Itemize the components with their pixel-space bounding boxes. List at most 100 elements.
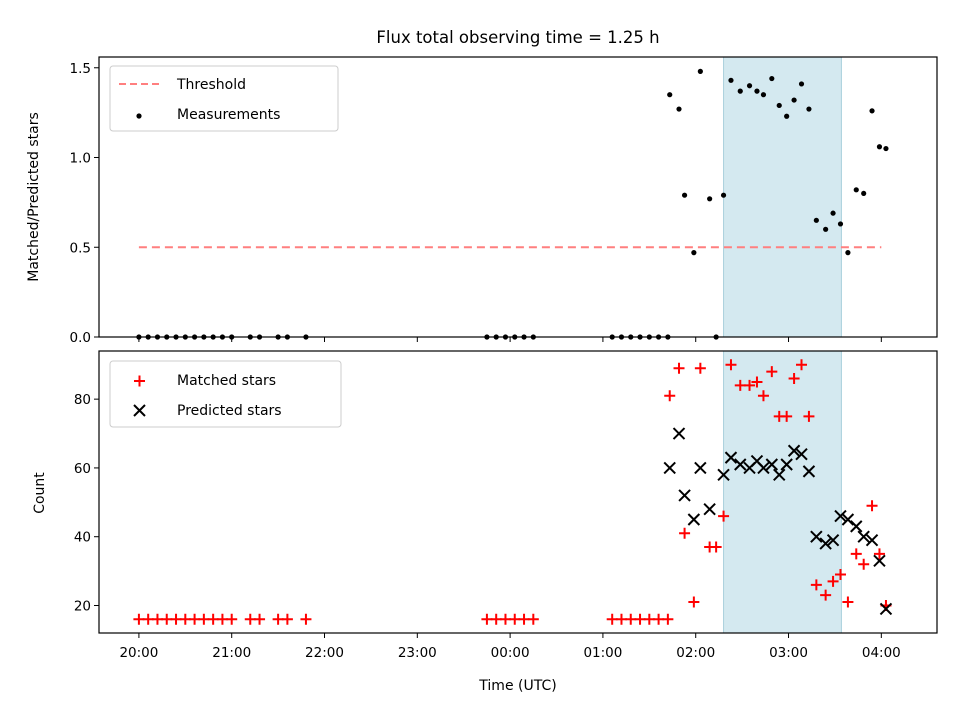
matched-stars-point xyxy=(718,510,730,522)
matched-stars-point xyxy=(653,613,665,625)
measurements-point xyxy=(769,75,775,82)
matched-stars-point xyxy=(694,362,706,374)
matched-stars-point xyxy=(796,359,808,371)
matched-stars-point xyxy=(734,379,746,391)
matched-stars-point xyxy=(710,541,722,553)
measurements-point xyxy=(760,92,767,98)
ratio-legend-box xyxy=(109,65,339,132)
matched-stars-point xyxy=(858,558,870,570)
predicted-stars-point xyxy=(819,537,832,550)
matched-stars-point xyxy=(161,613,173,625)
x-tick-label: 22:00 xyxy=(305,645,344,661)
measurements-point xyxy=(776,102,782,109)
count-y-axis-label: Count xyxy=(32,472,48,514)
predicted-stars-point xyxy=(857,530,870,543)
matched-stars-point xyxy=(216,613,228,625)
matched-stars-point xyxy=(179,613,191,625)
ratio-y-tick-label: 1.5 xyxy=(70,61,91,77)
measurements-point xyxy=(728,77,734,83)
predicted-stars-point xyxy=(765,458,779,471)
matched-stars-point xyxy=(781,410,793,422)
ratio-legend: Threshold Measurements xyxy=(109,65,339,132)
x-tick-label: 00:00 xyxy=(491,645,530,661)
matched-stars-point xyxy=(170,613,182,625)
measurements-point xyxy=(853,187,859,193)
measurements-point xyxy=(697,68,703,74)
measurements-point xyxy=(823,226,829,232)
measurements-point xyxy=(667,92,673,98)
matched-stars-point xyxy=(751,376,763,388)
measurements-point xyxy=(707,196,713,202)
measurements-point xyxy=(876,144,883,150)
x-axis-label: Time (UTC) xyxy=(478,678,556,694)
measurements-legend-swatch xyxy=(136,113,142,119)
matched-stars-point xyxy=(725,359,737,371)
matched-stars-point xyxy=(688,596,700,608)
matched-stars-point xyxy=(803,410,815,422)
count-legend: Matched stars Predicted stars xyxy=(109,360,342,428)
count-y-tick-label: 80 xyxy=(74,392,91,408)
matched-stars-point xyxy=(151,613,163,625)
ratio-y-tick-label: 0.5 xyxy=(70,240,91,256)
matched-stars-point xyxy=(272,613,284,625)
predicted-stars-point xyxy=(663,461,676,475)
predicted-stars-point xyxy=(795,447,808,461)
measurements-point xyxy=(830,210,836,216)
threshold-legend-label: Threshold xyxy=(176,77,246,93)
matched-stars-point xyxy=(625,613,637,625)
x-tick-label: 04:00 xyxy=(862,645,901,661)
predicted-stars-point xyxy=(703,502,716,516)
matched-stars-point xyxy=(866,500,878,512)
matched-stars-point xyxy=(643,613,655,625)
matched-stars-point xyxy=(842,596,854,608)
measurements-point xyxy=(883,145,889,152)
x-tick-label: 23:00 xyxy=(398,645,437,661)
matched-stars-point xyxy=(518,613,530,625)
predicted-stars-point xyxy=(810,530,823,543)
matched-stars-point xyxy=(850,548,862,560)
matched-stars-point xyxy=(254,613,266,625)
chart-title: Flux total observing time = 1.25 h xyxy=(376,28,659,47)
measurements-point xyxy=(737,88,743,94)
matched-stars-point xyxy=(664,390,676,402)
count-panel-frame xyxy=(98,350,938,634)
measurements-point xyxy=(746,83,753,89)
predicted-stars-point xyxy=(865,533,879,547)
matched-stars-point xyxy=(810,579,822,591)
ratio-y-axis-label: Matched/Predicted stars xyxy=(26,112,42,282)
count-legend-box xyxy=(109,360,342,428)
matched-stars-point xyxy=(788,373,800,385)
predicted-stars-point xyxy=(717,468,730,482)
matched-stars-point xyxy=(757,390,769,402)
matched-stars-point xyxy=(490,613,502,625)
measurements-point xyxy=(845,250,851,256)
x-tick-label: 02:00 xyxy=(676,645,715,661)
matched-stars-point xyxy=(827,575,839,587)
predicted-stars-point xyxy=(873,554,886,567)
matched-stars-point xyxy=(300,613,312,625)
measurements-point xyxy=(861,190,867,197)
ratio-y-tick-label: 1.0 xyxy=(70,151,91,167)
ratio-panel-frame xyxy=(98,56,938,338)
predicted-stars-point xyxy=(850,520,863,533)
matched-stars-point xyxy=(133,613,145,625)
count-y-tick-label: 40 xyxy=(74,530,91,546)
predicted-stars-point xyxy=(879,602,893,616)
measurements-point xyxy=(681,192,688,198)
matched-stars-point xyxy=(142,613,154,625)
x-tick-label: 03:00 xyxy=(769,645,808,661)
matched-stars-point xyxy=(873,548,885,560)
matched-stars-point xyxy=(527,613,539,625)
predicted-stars-point xyxy=(734,458,747,471)
predicted-stars-point xyxy=(780,458,793,471)
matched-stars-point xyxy=(281,613,293,625)
predicted-stars-point xyxy=(678,489,691,502)
matched-stars-point xyxy=(662,613,674,625)
ratio-y-tick-label: 0.0 xyxy=(70,330,91,346)
matched-stars-point xyxy=(679,527,691,539)
matched-stars-point xyxy=(481,613,493,625)
matched-stars-point xyxy=(820,589,832,601)
predicted-stars-point xyxy=(687,513,701,526)
predicted-stars-point xyxy=(724,451,738,464)
measurements-legend-label: Measurements xyxy=(177,107,280,123)
